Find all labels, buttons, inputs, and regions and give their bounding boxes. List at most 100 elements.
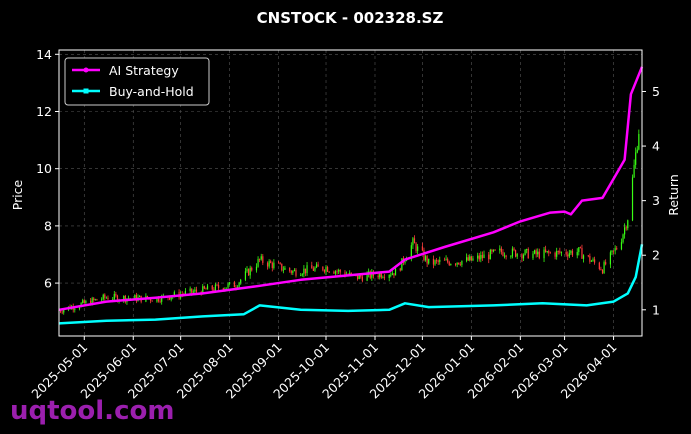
series-line-1 xyxy=(58,244,644,325)
candle-body xyxy=(600,268,602,270)
candle-body xyxy=(246,269,248,272)
candle-body xyxy=(101,299,103,301)
candle-body xyxy=(156,297,158,302)
candle-body xyxy=(461,260,463,265)
candle-body xyxy=(229,282,231,284)
candle-body xyxy=(532,253,534,259)
candle-body xyxy=(515,250,517,257)
candle-body xyxy=(213,289,215,291)
candle-body xyxy=(295,269,297,276)
candle-body xyxy=(543,249,545,259)
right-axis-ticks: 1 2 3 4 5 xyxy=(642,84,660,317)
candle-body xyxy=(478,255,480,260)
candle-body xyxy=(194,289,196,292)
candle-body xyxy=(301,274,303,276)
candle-body xyxy=(447,259,449,263)
candle-body xyxy=(192,291,194,293)
candle-body xyxy=(499,248,501,251)
candle-body xyxy=(391,273,393,275)
candle-body xyxy=(350,272,352,274)
candle-body xyxy=(494,249,496,251)
candle-body xyxy=(537,251,539,255)
candle-body xyxy=(467,257,469,261)
candle-body xyxy=(107,297,109,300)
candle-body xyxy=(216,284,218,286)
candle-body xyxy=(616,248,618,250)
candle-body xyxy=(603,262,605,274)
candle-body xyxy=(454,264,457,265)
candle-body xyxy=(533,250,536,254)
candle-body xyxy=(159,301,161,303)
candle-body xyxy=(516,254,518,257)
candle-body xyxy=(281,263,283,271)
candle-body xyxy=(251,267,253,271)
candle-body xyxy=(338,270,340,272)
candle-body xyxy=(578,247,580,253)
candle-body xyxy=(244,271,247,280)
candle-body xyxy=(333,271,335,274)
candle-body xyxy=(538,251,540,259)
candle-body xyxy=(568,253,570,257)
candle-body xyxy=(546,251,548,252)
candle-body xyxy=(312,268,314,271)
candle-body xyxy=(300,275,302,276)
candle-body xyxy=(266,262,269,267)
candle-body xyxy=(470,256,472,261)
chart-title: CNSTOCK - 002328.SZ xyxy=(257,9,444,27)
candle-body xyxy=(259,259,261,260)
candle-body xyxy=(636,149,638,153)
candle-body xyxy=(631,177,634,221)
candle-body xyxy=(151,300,153,302)
legend-label-ai: AI Strategy xyxy=(109,63,179,78)
candle-body xyxy=(317,264,319,267)
candle-body xyxy=(284,267,286,270)
legend-box xyxy=(64,57,210,106)
candle-body xyxy=(358,274,360,280)
candle-body xyxy=(592,259,594,261)
candle-body xyxy=(513,248,515,251)
candle-body xyxy=(83,300,85,304)
candle-body xyxy=(505,255,507,258)
y-tick-label: 10 xyxy=(36,161,52,176)
candle-body xyxy=(424,256,427,261)
candle-body xyxy=(458,262,460,265)
y-tick-label: 12 xyxy=(36,104,52,119)
y-tick-label: 8 xyxy=(44,218,52,233)
candle-body xyxy=(161,295,163,302)
candle-body xyxy=(96,299,98,301)
candle-body xyxy=(388,275,390,278)
candle-body xyxy=(113,293,115,300)
candle-body xyxy=(380,273,382,278)
y2-tick-label: 2 xyxy=(652,248,660,263)
candle-body xyxy=(262,256,264,263)
candle-body xyxy=(357,275,359,280)
candle-body xyxy=(236,286,239,288)
candle-body xyxy=(349,272,351,275)
candle-body xyxy=(240,279,242,283)
candle-body xyxy=(620,242,623,250)
candle-body xyxy=(565,252,567,255)
candle-body xyxy=(605,262,607,265)
candle-body xyxy=(594,259,596,263)
candle-body xyxy=(322,266,324,271)
candle-body xyxy=(273,262,275,268)
candle-body xyxy=(510,256,512,258)
candle-body xyxy=(371,271,373,278)
candle-body xyxy=(511,248,514,257)
candle-body xyxy=(393,273,395,276)
y2-tick-label: 4 xyxy=(652,139,660,154)
candle-body xyxy=(382,277,384,279)
series-lines xyxy=(58,66,644,325)
candle-body xyxy=(235,287,237,288)
candle-body xyxy=(78,307,81,309)
candle-body xyxy=(521,254,523,259)
candle-body xyxy=(394,268,397,276)
plot-frame xyxy=(58,49,643,337)
candle-body xyxy=(633,164,635,178)
candle-body xyxy=(571,250,574,256)
candle-body xyxy=(202,286,204,295)
candle-body xyxy=(205,288,207,290)
x-axis-ticks: 2025-05-012025-06-012025-07-012025-08-01… xyxy=(28,336,620,401)
